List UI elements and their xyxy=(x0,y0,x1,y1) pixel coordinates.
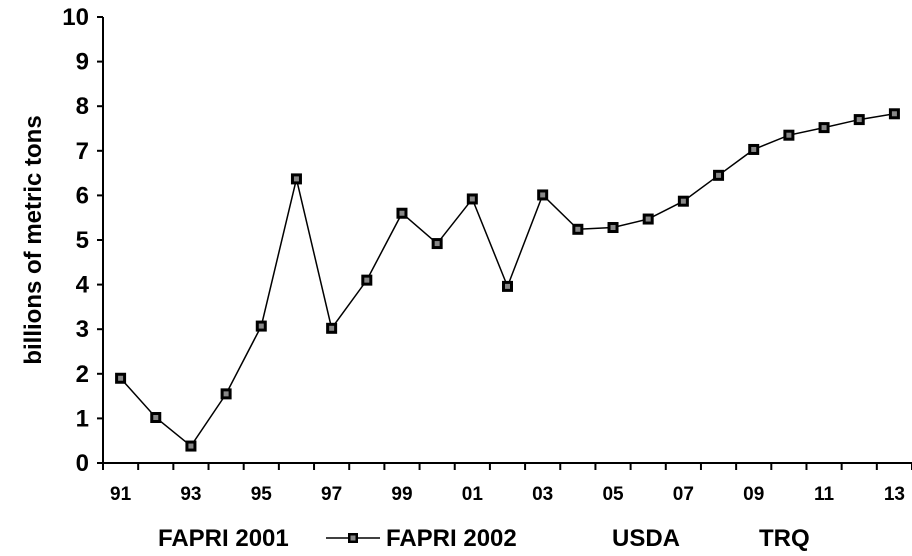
y-tick-label: 10 xyxy=(62,4,89,31)
y-tick-label: 6 xyxy=(76,182,89,209)
data-point-marker-inner xyxy=(575,226,581,232)
y-tick-label: 9 xyxy=(76,49,89,76)
data-point-marker-inner xyxy=(223,391,229,397)
y-tick-label: 0 xyxy=(76,450,89,477)
y-tick-label: 4 xyxy=(76,272,90,299)
x-axis-ticks: 91 93 95 97 99 01 03 05 07 09 11 13 xyxy=(102,463,912,505)
data-point-marker-inner xyxy=(258,323,264,329)
y-tick-label: 7 xyxy=(76,138,89,165)
data-point-marker-inner xyxy=(293,176,299,182)
data-point-marker-inner xyxy=(786,132,792,138)
y-tick-label: 8 xyxy=(76,93,89,120)
data-point-marker-inner xyxy=(505,283,510,289)
data-point-marker-inner xyxy=(364,277,370,283)
x-tick-label: 91 xyxy=(110,484,132,505)
legend-marker-inner xyxy=(350,535,356,541)
y-tick-label: 5 xyxy=(76,227,89,254)
x-tick-label: 01 xyxy=(462,484,484,505)
x-tick-label: 93 xyxy=(180,484,201,505)
legend-fapri-2001: FAPRI 2001 xyxy=(158,525,289,552)
legend: FAPRI 2001 FAPRI 2002 USDA TRQ xyxy=(158,525,810,552)
y-axis-label: billions of metric tons xyxy=(20,115,47,364)
x-tick-label: 03 xyxy=(532,484,553,505)
x-tick-label: 95 xyxy=(251,484,273,505)
data-point-marker-inner xyxy=(680,198,686,204)
y-axis-ticks: 0 1 2 3 4 5 6 7 8 9 10 xyxy=(62,4,103,477)
data-point-marker-inner xyxy=(399,210,405,216)
x-tick-label: 99 xyxy=(391,484,412,505)
data-point-marker-inner xyxy=(540,192,546,198)
data-point-marker-inner xyxy=(118,375,124,381)
data-point-marker-inner xyxy=(716,172,722,178)
data-point-marker-inner xyxy=(645,216,651,222)
series-line xyxy=(120,113,895,448)
x-tick-label: 07 xyxy=(673,484,694,505)
y-tick-label: 3 xyxy=(76,316,89,343)
data-point-marker-inner xyxy=(188,443,194,449)
data-point-marker-inner xyxy=(329,325,335,331)
x-tick-label: 05 xyxy=(602,484,624,505)
data-point-marker-inner xyxy=(610,225,616,231)
x-tick-label: 13 xyxy=(884,484,905,505)
data-point-marker-inner xyxy=(469,196,475,202)
y-tick-label: 2 xyxy=(76,361,89,388)
y-tick-label: 1 xyxy=(76,405,89,432)
data-point-marker-inner xyxy=(751,146,757,152)
x-tick-label: 09 xyxy=(743,484,764,505)
data-point-marker-inner xyxy=(434,241,440,247)
x-tick-label: 11 xyxy=(814,484,835,505)
x-tick-label: 97 xyxy=(321,484,342,505)
legend-fapri-2002: FAPRI 2002 xyxy=(386,525,517,552)
legend-trq: TRQ xyxy=(759,525,810,552)
data-point-marker-inner xyxy=(891,111,897,117)
data-point-marker-inner xyxy=(153,415,159,421)
legend-usda: USDA xyxy=(612,525,680,552)
data-point-marker-inner xyxy=(821,125,827,131)
series-layer xyxy=(115,108,900,452)
data-point-marker-inner xyxy=(856,117,862,123)
